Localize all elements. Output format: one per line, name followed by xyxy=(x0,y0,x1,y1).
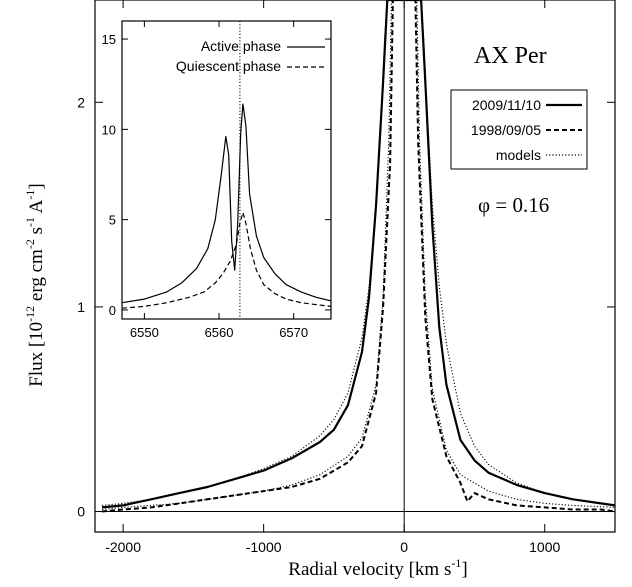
x-tick-label: 1000 xyxy=(529,539,560,555)
series-line-2009-11-10 xyxy=(101,0,615,509)
inset-frame xyxy=(121,20,332,320)
main-plot: -2000 -1000 0 1000 0 1 2 xyxy=(77,0,616,555)
y-tick-label: 2 xyxy=(77,94,85,110)
main-axis-ticks: -2000 -1000 0 1000 0 1 2 xyxy=(77,0,615,555)
inset-legend: Active phase Quiescent phase xyxy=(176,38,325,74)
legend-label-models: models xyxy=(496,147,541,163)
inset-series-group xyxy=(122,103,331,309)
main-legend: 2009/11/10 1998/09/05 models xyxy=(450,89,588,170)
inset-x-tick-label: 6560 xyxy=(205,325,234,340)
inset-background xyxy=(122,21,331,319)
y-tick-label: 0 xyxy=(77,504,85,520)
inset-plot: 6550 6560 6570 0 5 10 15 Active phase Quiescen… xyxy=(102,20,332,340)
inset-x-tick-label: 6550 xyxy=(130,325,159,340)
phase-label: φ = 0.16 xyxy=(478,193,549,217)
inset-y-tick-label: 5 xyxy=(109,213,116,228)
inset-x-tick-label: 6570 xyxy=(279,325,308,340)
inset-axis-ticks: 6550 6560 6570 0 5 10 15 xyxy=(102,21,331,340)
inset-series-line-quiescent-phase xyxy=(122,211,331,309)
x-tick-label: -2000 xyxy=(105,539,141,555)
inset-legend-label-quiescent: Quiescent phase xyxy=(176,58,281,74)
inset-series-line-active-phase xyxy=(122,103,331,304)
y-tick-label: 1 xyxy=(77,299,85,315)
object-name-label: AX Per xyxy=(474,43,547,69)
x-axis-label: Radial velocity [km s-1] xyxy=(288,556,467,580)
main-series-group xyxy=(101,0,615,513)
legend-label-2009: 2009/11/10 xyxy=(472,97,541,113)
y-axis-label: Flux [10-12 erg cm-2 s-1 A-1] xyxy=(23,183,47,387)
inset-y-tick-label: 10 xyxy=(102,122,116,137)
series-line-1998-09-05 xyxy=(101,0,615,513)
x-tick-label: 0 xyxy=(400,539,408,555)
x-tick-label: -1000 xyxy=(246,539,282,555)
main-plot-frame xyxy=(94,0,616,533)
inset-y-tick-label: 15 xyxy=(102,32,116,47)
series-line-models xyxy=(101,0,615,506)
inset-y-tick-label: 0 xyxy=(109,303,116,318)
legend-label-1998: 1998/09/05 xyxy=(471,122,541,138)
inset-legend-label-active: Active phase xyxy=(201,38,281,54)
